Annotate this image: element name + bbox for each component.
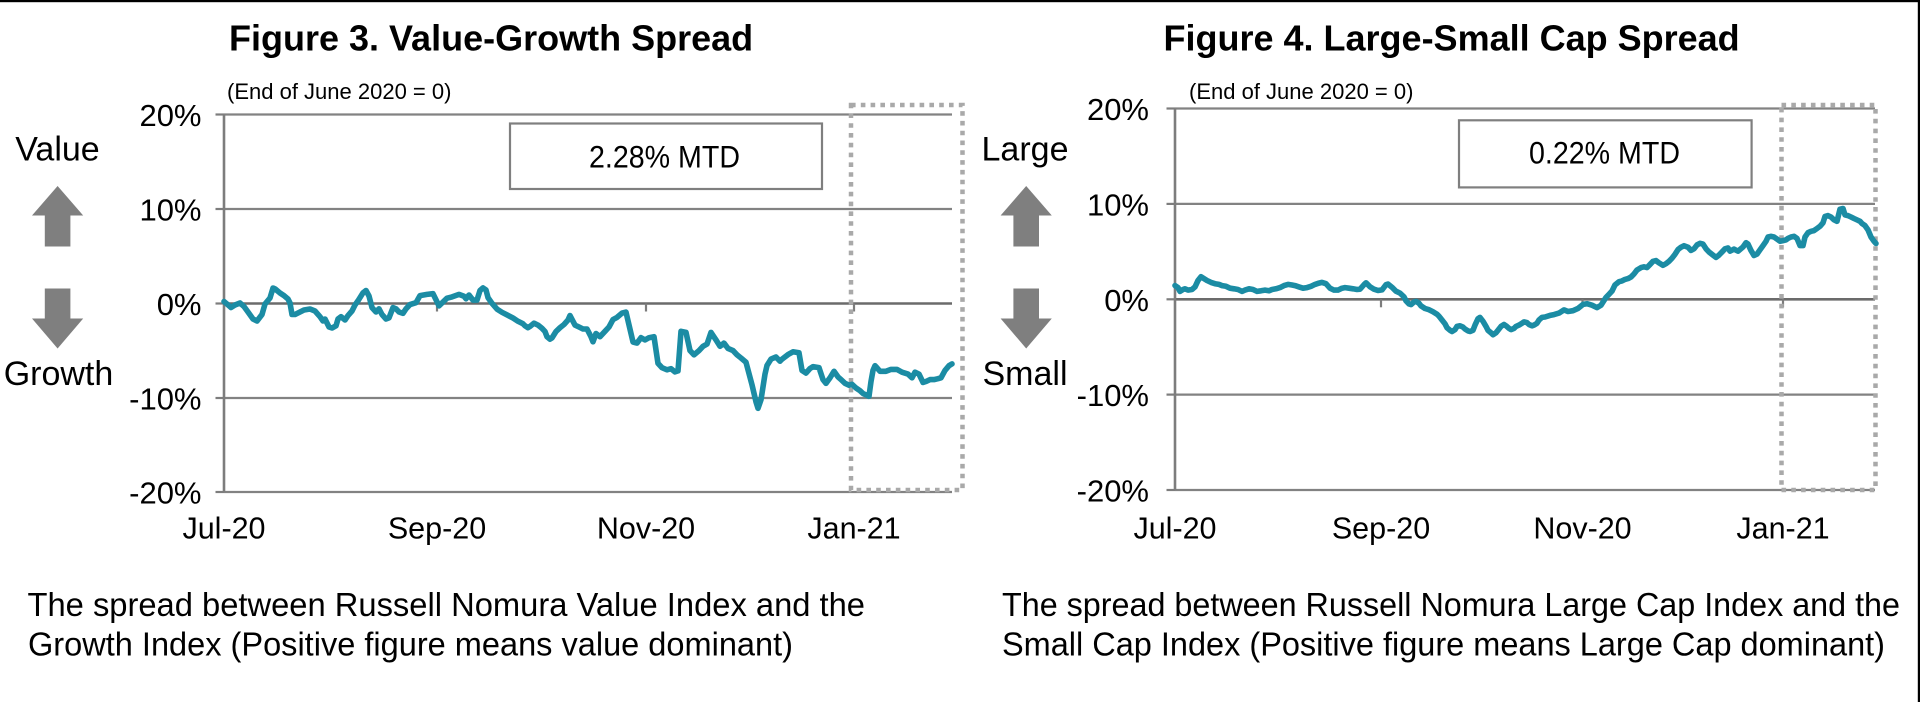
svg-text:(End of June 2020 = 0): (End of June 2020 = 0) bbox=[227, 79, 451, 104]
svg-text:Growth: Growth bbox=[4, 355, 114, 393]
svg-text:-10%: -10% bbox=[1077, 378, 1149, 413]
svg-text:-10%: -10% bbox=[129, 382, 201, 417]
svg-text:Small: Small bbox=[982, 355, 1067, 393]
svg-text:Figure 3. Value-Growth Spread: Figure 3. Value-Growth Spread bbox=[229, 18, 753, 59]
svg-text:0%: 0% bbox=[1104, 283, 1149, 318]
svg-text:Nov-20: Nov-20 bbox=[597, 512, 695, 546]
svg-text:Jul-20: Jul-20 bbox=[1133, 512, 1216, 546]
svg-text:Sep-20: Sep-20 bbox=[388, 512, 486, 546]
svg-text:0.22% MTD: 0.22% MTD bbox=[1529, 135, 1680, 171]
svg-text:20%: 20% bbox=[1087, 92, 1149, 127]
svg-text:Value: Value bbox=[15, 130, 99, 168]
svg-text:Jan-21: Jan-21 bbox=[1736, 512, 1829, 546]
svg-text:Nov-20: Nov-20 bbox=[1533, 512, 1631, 546]
svg-text:20%: 20% bbox=[139, 98, 201, 133]
svg-text:Large: Large bbox=[982, 130, 1069, 168]
svg-text:Sep-20: Sep-20 bbox=[1332, 512, 1430, 546]
svg-text:0%: 0% bbox=[157, 287, 202, 322]
svg-text:10%: 10% bbox=[139, 193, 201, 228]
svg-text:-20%: -20% bbox=[1077, 474, 1149, 509]
svg-text:-20%: -20% bbox=[129, 476, 201, 511]
svg-text:Growth Index (Positive figure: Growth Index (Positive figure means valu… bbox=[28, 626, 793, 663]
svg-text:Small Cap Index (Positive figu: Small Cap Index (Positive figure means L… bbox=[1002, 626, 1885, 663]
svg-text:10%: 10% bbox=[1087, 187, 1149, 222]
svg-text:Jan-21: Jan-21 bbox=[807, 512, 900, 546]
svg-text:The spread between Russell Nom: The spread between Russell Nomura Large … bbox=[1002, 586, 1900, 623]
svg-text:(End of June 2020 = 0): (End of June 2020 = 0) bbox=[1189, 79, 1413, 104]
svg-text:Figure 4. Large-Small Cap Spre: Figure 4. Large-Small Cap Spread bbox=[1164, 18, 1740, 59]
svg-text:Jul-20: Jul-20 bbox=[182, 512, 265, 546]
svg-text:The spread between Russell Nom: The spread between Russell Nomura Value … bbox=[28, 586, 866, 623]
svg-text:2.28% MTD: 2.28% MTD bbox=[589, 139, 740, 175]
